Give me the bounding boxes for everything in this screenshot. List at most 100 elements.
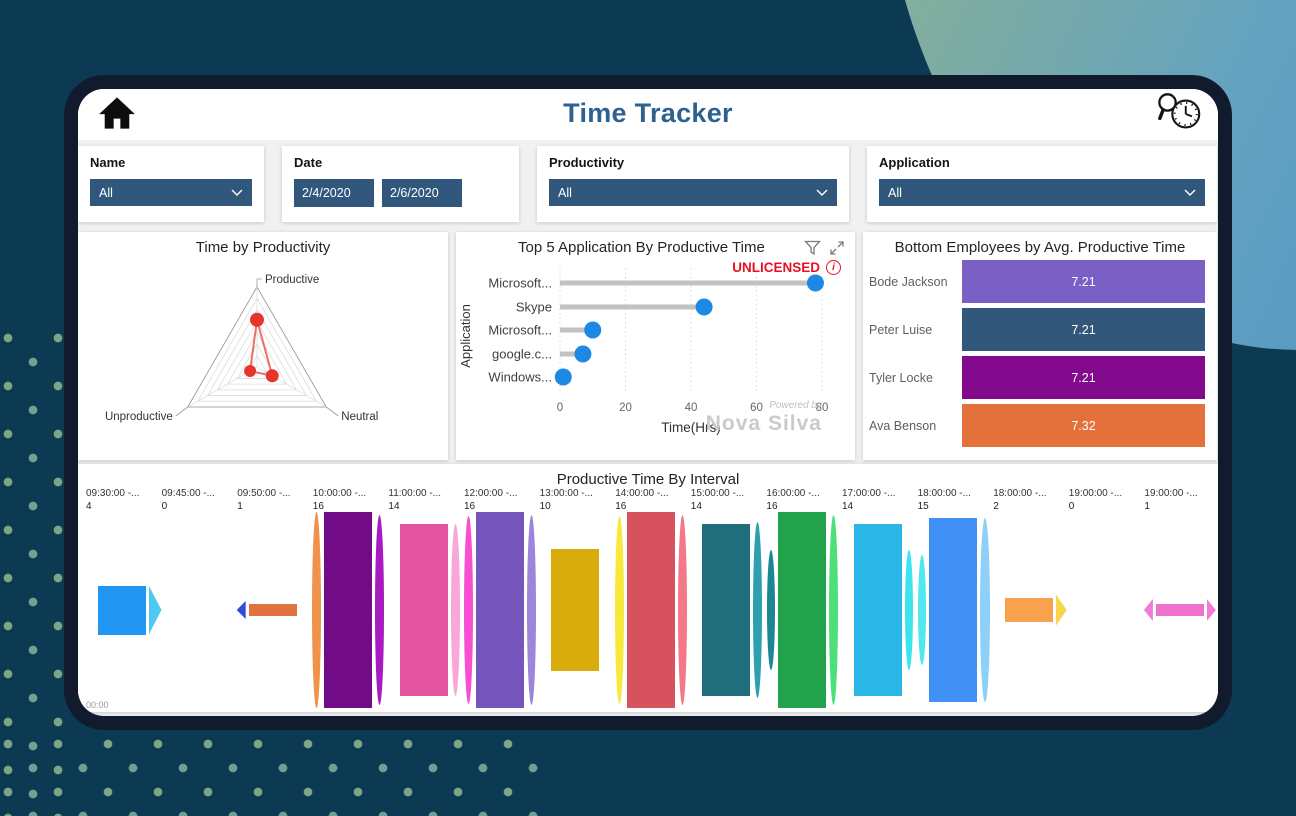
interval-header: 14:00:00 -... 16 [615,488,668,512]
interval-time-label: 13:00:00 -... [539,488,593,499]
filter-application: Application All [867,146,1217,222]
interval-header: 16:00:00 -... 16 [766,488,819,512]
info-icon[interactable]: i [826,260,841,275]
x-tick-label: 20 [619,402,632,414]
interval-time-label: 15:00:00 -... [690,488,745,499]
interval-bar[interactable] [929,518,978,702]
employee-bar[interactable]: 7.32 [962,404,1205,447]
interval-value-label: 10 [539,501,551,512]
interval-sliver [148,585,162,635]
interval-bar[interactable] [853,524,902,696]
interval-time-label: 16:00:00 -... [766,488,820,499]
radar-data-point[interactable] [250,312,264,327]
search-clock-icon [1156,92,1204,141]
interval-bar[interactable] [399,524,448,696]
page-title: Time Tracker [563,98,733,128]
chevron-down-icon [1184,189,1196,196]
x-tick-label: 40 [685,402,698,414]
interval-time-label: 18:00:00 -... [917,488,971,499]
interval-time-label: 10:00:00 -... [312,488,367,499]
interval-sliver [904,550,913,670]
interval-header: 11:00:00 -... 14 [388,488,441,512]
radar-axis-label: Productive [265,274,319,286]
interval-header: 13:00:00 -... 10 [540,488,593,512]
lollipop-dot[interactable] [695,298,713,316]
interval-sliver [1055,594,1067,626]
interval-time-label: 09:50:00 -... [237,488,291,499]
lollipop-dot[interactable] [806,274,824,292]
interval-sliver [1143,599,1153,621]
employee-bar[interactable]: 7.21 [962,260,1205,303]
x-tick-label: 80 [816,402,829,414]
employee-value: 7.21 [1071,274,1096,289]
name-dropdown-value: All [99,185,113,200]
radar-data-point[interactable] [244,365,257,377]
interval-bar[interactable] [551,548,600,672]
interval-header: 18:00:00 -... 2 [993,488,1046,512]
interval-header: 12:00:00 -... 16 [464,488,517,512]
x-tick-label: 60 [750,402,763,414]
category-label: Microsoft... [488,323,552,338]
intervals-corner-label: 00:00 [86,700,109,710]
home-icon[interactable] [98,96,136,135]
interval-time-label: 17:00:00 -... [842,488,896,499]
interval-value-label: 0 [161,501,168,512]
interval-value-label: 14 [842,501,854,512]
interval-bar[interactable] [324,512,373,708]
filter-application-label: Application [879,155,950,170]
interval-bar[interactable] [475,512,524,708]
employee-label: Peter Luise [869,322,933,337]
employee-row: Ava Benson 7.32 [863,404,1217,447]
category-label: Skype [516,300,552,315]
filter-date: Date 2/4/2020 2/6/2020 [282,146,519,222]
watermark-powered-by: Powered by [769,400,823,411]
employee-row: Bode Jackson 7.21 [863,260,1217,303]
interval-value-label: 2 [993,501,999,512]
chevron-down-icon [231,189,243,196]
interval-time-label: 09:30:00 -... [86,488,140,499]
interval-value-label: 16 [615,501,627,512]
employee-row: Peter Luise 7.21 [863,308,1217,351]
lollipop-dot[interactable] [554,368,572,386]
interval-bar[interactable] [702,524,751,696]
interval-bar[interactable] [626,512,675,708]
chevron-down-icon [816,189,828,196]
filter-icon[interactable] [804,240,821,256]
interval-value-label: 0 [1068,501,1075,512]
interval-bar[interactable] [248,603,297,617]
interval-value-label: 16 [464,501,476,512]
interval-value-label: 14 [690,501,702,512]
radar-axis-label: Unproductive [105,411,173,423]
lollipop-dot[interactable] [574,345,592,363]
radar-data-point[interactable] [265,369,279,383]
interval-bar[interactable] [97,585,146,635]
interval-time-label: 09:45:00 -... [161,488,215,499]
filter-productivity-label: Productivity [549,155,625,170]
dashboard-content: Time Tracker Name All Date [78,89,1218,716]
app-header: Time Tracker [78,89,1218,140]
category-label: google.c... [492,347,552,362]
category-label: Windows... [488,370,552,385]
lollipop-dot[interactable] [584,321,602,339]
employee-bar[interactable]: 7.21 [962,356,1205,399]
employee-label: Bode Jackson [869,274,948,289]
expand-icon[interactable] [829,240,845,256]
interval-header: 19:00:00 -... 1 [1144,488,1197,512]
interval-sliver [918,555,927,665]
interval-time-label: 19:00:00 -... [1144,488,1198,499]
interval-time-label: 12:00:00 -... [464,488,518,499]
y-axis-title: Application [458,304,473,368]
interval-sliver [526,515,536,705]
name-dropdown[interactable]: All [90,179,252,206]
date-end-input[interactable]: 2/6/2020 [382,179,462,207]
employee-value: 7.21 [1071,322,1096,337]
interval-bar[interactable] [1004,597,1053,623]
employee-bar[interactable]: 7.21 [962,308,1205,351]
application-dropdown[interactable]: All [879,179,1205,206]
interval-bar[interactable] [1155,603,1204,617]
interval-sliver [828,515,838,705]
interval-bar[interactable] [777,512,826,708]
date-start-input[interactable]: 2/4/2020 [294,179,374,207]
radar-chart: Productive Unproductive Neutral [105,274,378,423]
productivity-dropdown[interactable]: All [549,179,837,206]
